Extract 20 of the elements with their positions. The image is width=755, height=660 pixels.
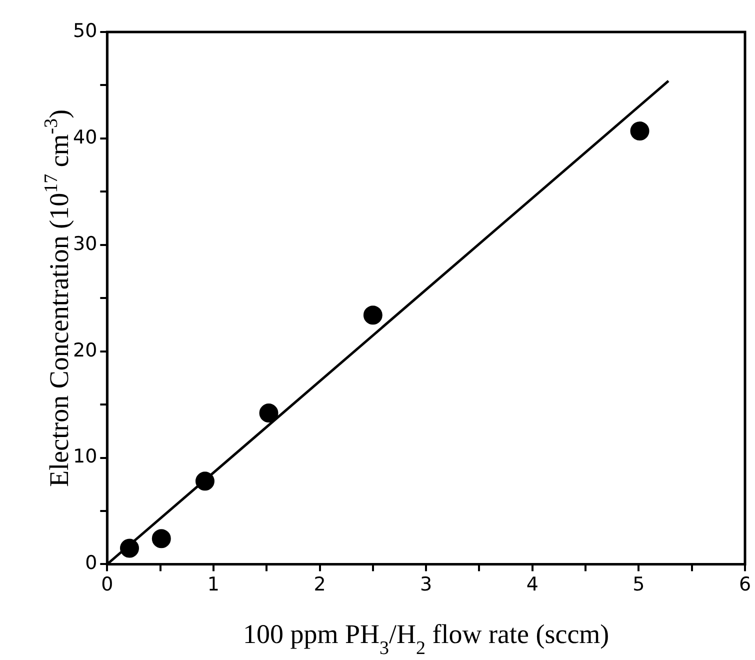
x-tick-label: 2 xyxy=(314,574,326,596)
point xyxy=(152,529,171,548)
y-axis-title: Electron Concentration (1017 cm-3) xyxy=(41,109,74,487)
point xyxy=(195,472,214,491)
y-tick-label: 50 xyxy=(72,20,98,42)
point xyxy=(363,306,382,325)
y-tick-label: 0 xyxy=(85,552,98,574)
x-tick-label: 5 xyxy=(632,574,645,596)
x-tick-label: 3 xyxy=(420,574,432,596)
point xyxy=(120,538,139,558)
y-tick-label: 40 xyxy=(72,126,98,148)
y-tick-label: 30 xyxy=(72,232,98,255)
y-tick-label: 20 xyxy=(72,339,98,362)
x-tick-label: 6 xyxy=(738,574,752,596)
y-tick-label: 10 xyxy=(72,446,98,468)
point xyxy=(259,404,278,423)
x-tick-label: 4 xyxy=(526,574,538,596)
x-tick-label: 1 xyxy=(207,574,220,596)
x-tick-label: 0 xyxy=(101,574,114,596)
point xyxy=(630,121,650,140)
